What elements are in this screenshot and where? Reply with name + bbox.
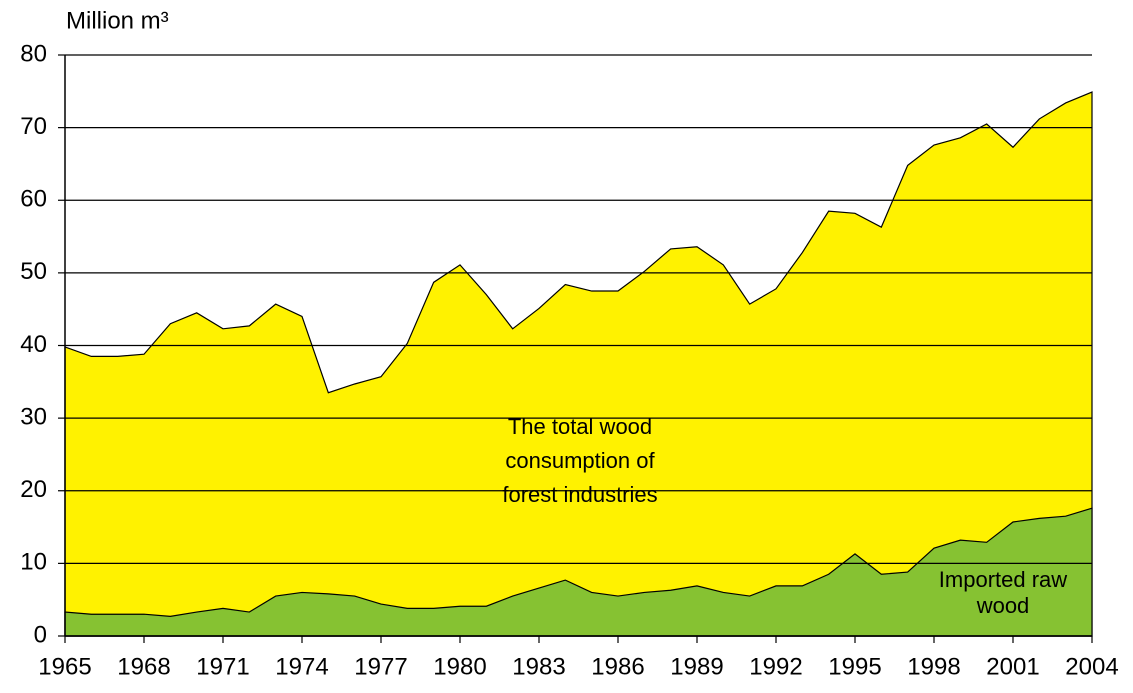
area [64,91,1093,637]
x-tick-label: 1971 [196,653,249,680]
x-tick-label: 1986 [591,653,644,680]
y-tick-label: 10 [20,549,47,576]
x-tick-label: 1965 [38,653,91,680]
y-tick-label: 50 [20,258,47,285]
x-tick-label: 1989 [670,653,723,680]
annotation: Imported raw [939,567,1067,592]
y-tick-label: 20 [20,476,47,503]
y-tick-label: 70 [20,113,47,140]
x-tick-label: 1983 [512,653,565,680]
annotation: consumption of [505,448,655,473]
annotation: wood [976,593,1030,618]
x-tick-label: 1968 [117,653,170,680]
x-tick-label: 2004 [1065,653,1118,680]
x-tick-label: 2001 [986,653,1039,680]
annotation: forest industries [502,482,657,507]
y-tick-label: 80 [20,40,47,67]
x-tick-label: 1974 [275,653,328,680]
y-axis-label: Million m³ [66,7,169,34]
x-tick-label: 1992 [749,653,802,680]
x-tick-label: 1980 [433,653,486,680]
x-tick-label: 1995 [828,653,881,680]
y-tick-label: 30 [20,403,47,430]
x-tick-label: 1977 [354,653,407,680]
area [64,507,1093,637]
y-tick-label: 40 [20,331,47,358]
y-tick-label: 60 [20,186,47,213]
y-tick-label: 0 [34,621,47,648]
x-tick-label: 1998 [907,653,960,680]
annotation: The total wood [508,414,652,439]
